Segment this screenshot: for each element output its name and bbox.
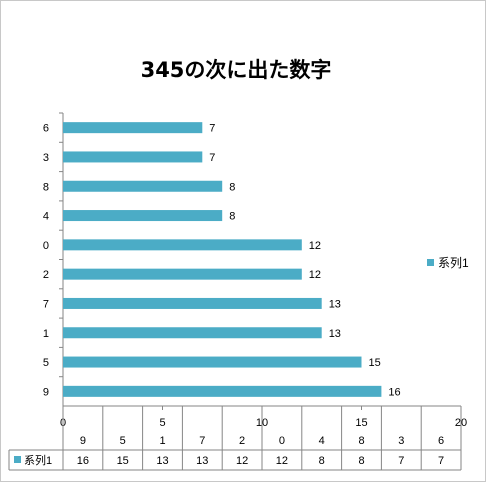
bar: [63, 239, 302, 251]
table-value-cell: 12: [236, 455, 248, 467]
table-header-cell: 7: [199, 435, 205, 447]
data-label: 12: [309, 269, 321, 281]
data-label: 8: [229, 181, 235, 193]
x-tick-label: 15: [355, 417, 367, 429]
y-tick-label: 2: [43, 269, 49, 281]
data-label: 7: [209, 123, 215, 135]
y-tick-label: 4: [43, 211, 49, 223]
table-legend-swatch: [14, 456, 21, 463]
y-tick-label: 9: [43, 386, 49, 398]
data-label: 8: [229, 211, 235, 223]
bar: [63, 122, 203, 134]
y-tick-label: 0: [43, 240, 49, 252]
data-label: 16: [388, 386, 400, 398]
table-value-cell: 12: [276, 455, 288, 467]
y-tick-label: 7: [43, 298, 49, 310]
bar: [63, 297, 322, 309]
table-header-cell: 3: [398, 435, 404, 447]
table-header-cell: 4: [319, 435, 325, 447]
table-header-cell: 1: [159, 435, 165, 447]
table-value-cell: 8: [358, 455, 364, 467]
y-tick-label: 1: [43, 328, 49, 340]
table-header-cell: 0: [279, 435, 285, 447]
table-header-cell: 6: [438, 435, 444, 447]
table-header-cell: 2: [239, 435, 245, 447]
table-value-cell: 7: [438, 455, 444, 467]
bar: [63, 268, 302, 280]
data-label: 12: [309, 240, 321, 252]
legend-label: 系列1: [438, 256, 469, 270]
data-label: 13: [329, 328, 341, 340]
table-header-cell: 5: [120, 435, 126, 447]
y-tick-label: 3: [43, 152, 49, 164]
table-value-cell: 8: [319, 455, 325, 467]
table-value-cell: 7: [398, 455, 404, 467]
y-tick-label: 5: [43, 357, 49, 369]
data-table: 9 16 5 15 1 13 7 13 2 12 0 12 4 8 8 8 3 7 6 7 系列1: [8, 406, 462, 471]
legend: 系列1: [427, 256, 469, 270]
x-tick-label: 5: [159, 417, 165, 429]
bar: [63, 210, 223, 222]
table-value-cell: 15: [117, 455, 129, 467]
y-tick-label: 8: [43, 181, 49, 193]
legend-swatch: [427, 259, 434, 266]
plot-area: 9165151137132120124888376705101520: [43, 112, 467, 429]
table-header-cell: 9: [80, 435, 86, 447]
table-series-label: 系列1: [24, 453, 52, 467]
chart-title: 345の次に出た数字: [141, 58, 332, 82]
bar: [63, 151, 203, 163]
data-label: 15: [369, 357, 381, 369]
bar: [63, 180, 223, 192]
bar: [63, 327, 322, 339]
data-label: 7: [209, 152, 215, 164]
bar: [63, 356, 362, 368]
table-value-cell: 13: [156, 455, 168, 467]
table-value-cell: 16: [77, 455, 89, 467]
data-label: 13: [329, 298, 341, 310]
y-tick-label: 6: [43, 123, 49, 135]
table-header-cell: 8: [358, 435, 364, 447]
bar: [63, 385, 382, 397]
table-value-cell: 13: [196, 455, 208, 467]
